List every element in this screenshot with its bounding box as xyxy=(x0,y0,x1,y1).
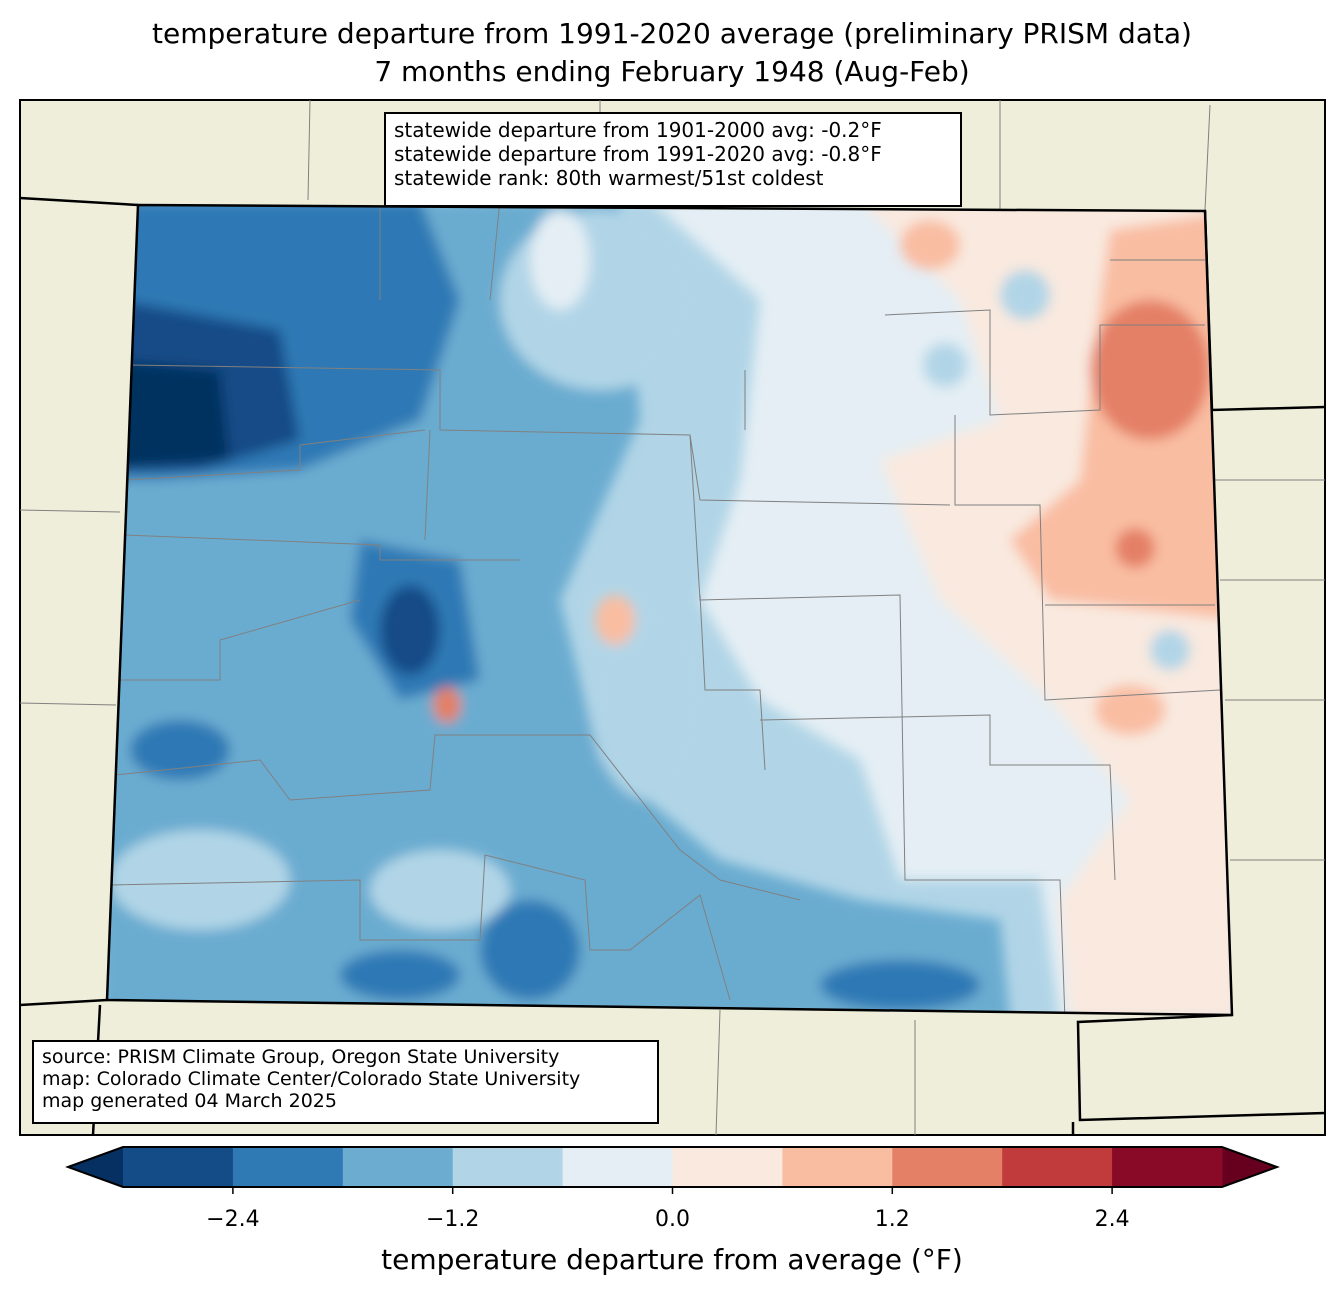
colorbar-bin xyxy=(672,1147,783,1187)
colorbar-tick-label: −1.2 xyxy=(425,1207,480,1232)
title-line-2: 7 months ending February 1948 (Aug-Feb) xyxy=(374,55,970,88)
colorbar-outline xyxy=(65,1146,1280,1188)
colorbar-bin xyxy=(782,1147,893,1187)
colorbar-tick-label: 2.4 xyxy=(1094,1207,1130,1232)
colorbar-bin xyxy=(342,1147,454,1187)
colorbar-bin xyxy=(232,1147,344,1187)
title-line-1: temperature departure from 1991-2020 ave… xyxy=(152,17,1192,50)
colorbar-under-arrow xyxy=(68,1147,123,1187)
county-lines xyxy=(109,205,1221,1015)
colorbar xyxy=(65,1146,1280,1194)
stats-box: statewide departure from 1901-2000 avg: … xyxy=(384,112,962,207)
source-line-2: map: Colorado Climate Center/Colorado St… xyxy=(42,1068,581,1090)
colorbar-bin xyxy=(1112,1147,1223,1187)
colorbar-tick-label: 1.2 xyxy=(874,1207,910,1232)
colorbar-tick-label: −2.4 xyxy=(206,1207,260,1232)
colorbar-tick-label: 0.0 xyxy=(655,1207,690,1232)
temperature-field xyxy=(107,205,1232,1015)
stats-line-1: statewide departure from 1901-2000 avg: … xyxy=(394,118,882,142)
neighbor-county-lines xyxy=(19,99,1325,1136)
colorbar-bin xyxy=(123,1147,234,1187)
colorbar-bin xyxy=(1002,1147,1113,1187)
source-line-3: map generated 04 March 2025 xyxy=(42,1090,337,1112)
colorado-border xyxy=(105,203,1234,1017)
colorbar-over-arrow xyxy=(1222,1147,1277,1187)
colorbar-label: temperature departure from average (°F) xyxy=(381,1243,963,1276)
stats-line-2: statewide departure from 1991-2020 avg: … xyxy=(394,142,882,166)
source-line-1: source: PRISM Climate Group, Oregon Stat… xyxy=(42,1046,560,1068)
colorbar-bin xyxy=(452,1147,564,1187)
colorbar-bin xyxy=(892,1147,1003,1187)
source-box: source: PRISM Climate Group, Oregon Stat… xyxy=(32,1040,659,1124)
colorbar-bin xyxy=(562,1147,673,1187)
stats-line-3: statewide rank: 80th warmest/51st coldes… xyxy=(394,166,824,190)
